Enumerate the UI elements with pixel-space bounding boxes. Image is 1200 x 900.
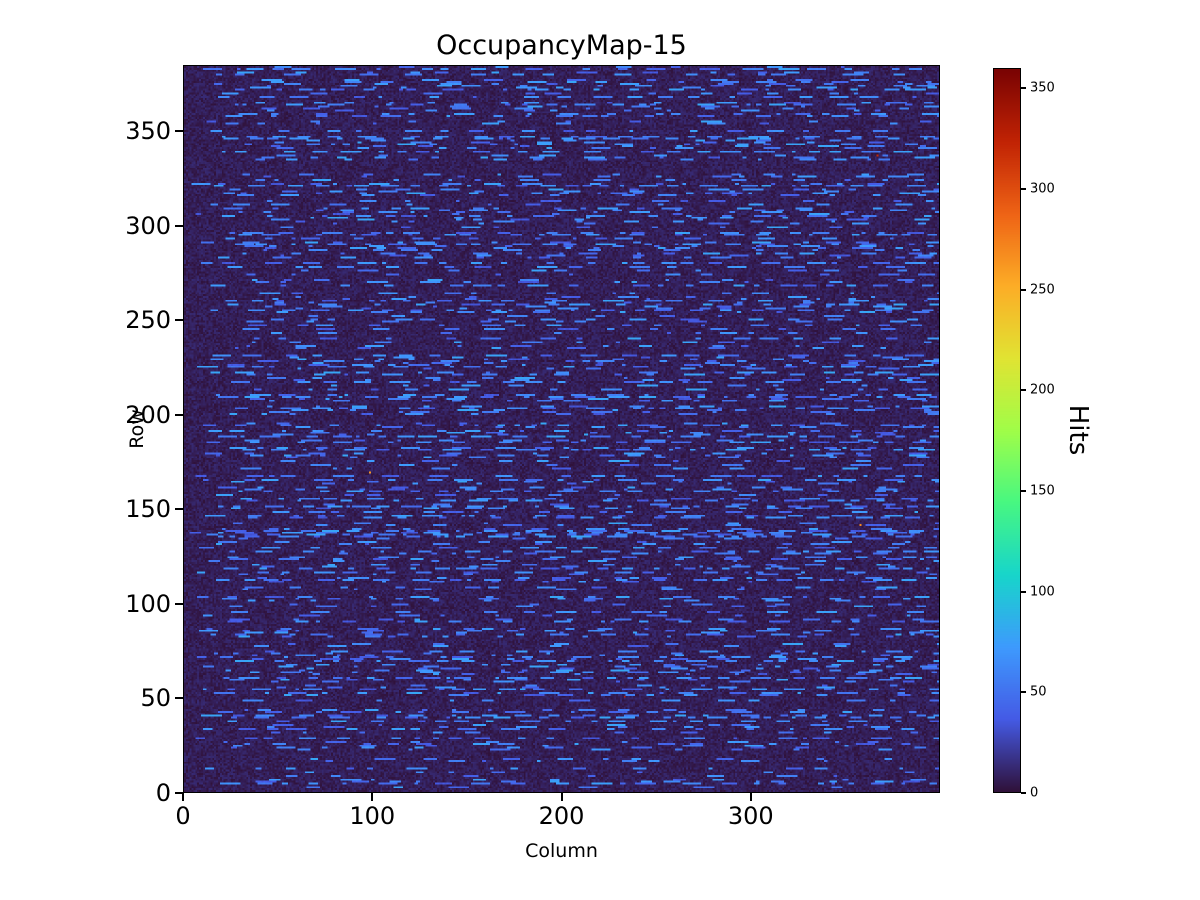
heatmap-canvas: [184, 66, 939, 792]
y-tick-mark: [175, 508, 183, 511]
y-tick-label: 0: [155, 779, 171, 807]
colorbar-tick-label: 0: [1030, 785, 1039, 801]
colorbar-gradient-canvas: [994, 69, 1020, 792]
x-tick-label: 300: [727, 802, 774, 830]
y-tick-label: 50: [140, 684, 171, 713]
colorbar-tick-label: 150: [1030, 483, 1055, 499]
y-tick-mark: [175, 224, 183, 227]
x-axis-label: Column: [525, 840, 598, 862]
plot-area: [183, 65, 940, 793]
y-tick-mark: [175, 697, 183, 700]
colorbar: [993, 68, 1021, 793]
y-axis-label: Row: [126, 409, 148, 449]
colorbar-tick-mark: [1021, 590, 1026, 593]
colorbar-tick-mark: [1021, 489, 1026, 492]
y-tick-label: 200: [125, 400, 171, 429]
y-tick-label: 250: [125, 306, 171, 335]
y-tick-mark: [175, 792, 183, 794]
y-tick-label: 150: [125, 495, 171, 524]
x-tick-mark: [371, 793, 374, 801]
x-tick-mark: [749, 793, 752, 801]
y-tick-label: 100: [125, 589, 171, 618]
colorbar-tick-mark: [1021, 792, 1026, 794]
colorbar-tick-label: 300: [1030, 181, 1055, 197]
x-tick-mark: [182, 793, 184, 801]
chart-title: OccupancyMap-15: [436, 30, 687, 61]
x-tick-mark: [560, 793, 563, 801]
colorbar-label: Hits: [1063, 404, 1093, 456]
y-tick-mark: [175, 413, 183, 416]
y-tick-mark: [175, 130, 183, 133]
colorbar-tick-mark: [1021, 389, 1026, 392]
x-tick-label: 0: [175, 802, 191, 830]
colorbar-tick-label: 200: [1030, 382, 1055, 398]
y-tick-mark: [175, 602, 183, 605]
colorbar-tick-label: 250: [1030, 282, 1055, 298]
colorbar-tick-label: 350: [1030, 80, 1055, 96]
colorbar-tick-mark: [1021, 288, 1026, 291]
colorbar-tick-mark: [1021, 187, 1026, 190]
colorbar-tick-label: 100: [1030, 584, 1055, 600]
colorbar-tick-label: 50: [1030, 684, 1047, 700]
colorbar-tick-mark: [1021, 691, 1026, 694]
y-tick-label: 350: [125, 117, 171, 146]
y-tick-mark: [175, 319, 183, 322]
x-tick-label: 100: [349, 802, 396, 830]
colorbar-tick-mark: [1021, 87, 1026, 90]
x-tick-label: 200: [538, 802, 585, 830]
y-tick-label: 300: [125, 211, 171, 240]
